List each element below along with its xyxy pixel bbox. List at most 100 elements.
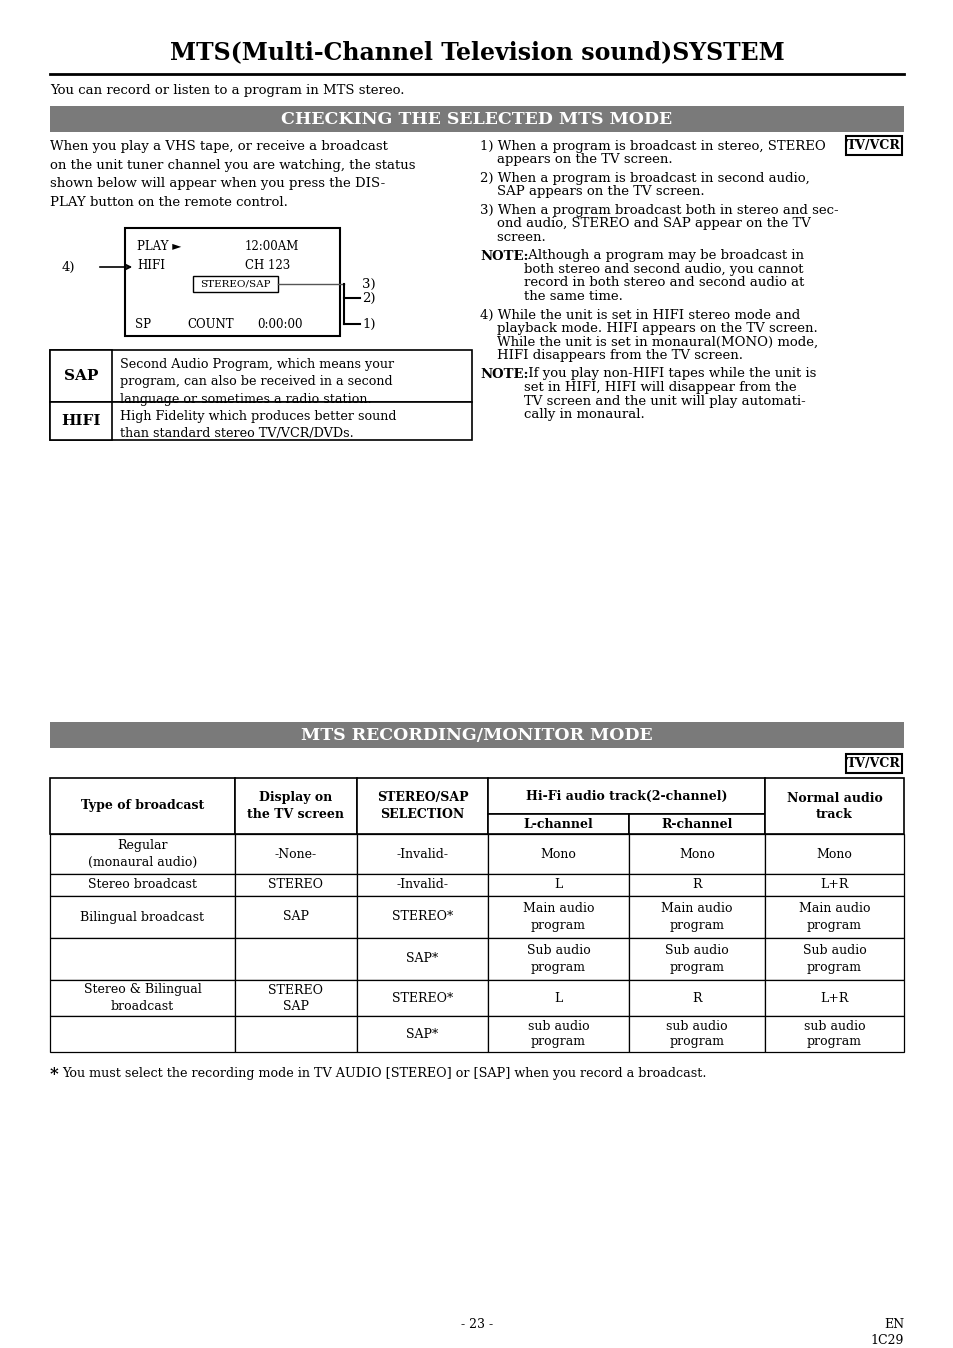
Text: Sub audio
program: Sub audio program (526, 945, 590, 973)
Bar (764, 874, 903, 896)
Text: Stereo broadcast: Stereo broadcast (88, 879, 196, 891)
Text: NOTE:: NOTE: (479, 249, 528, 263)
Bar (356, 834, 488, 874)
Bar (50, 896, 234, 938)
Text: L-channel: L-channel (523, 817, 593, 830)
Bar (764, 938, 903, 980)
Bar (628, 814, 764, 834)
Text: If you play non-HIFI tapes while the unit is: If you play non-HIFI tapes while the uni… (523, 368, 816, 380)
Text: ond audio, STEREO and SAP appear on the TV: ond audio, STEREO and SAP appear on the … (479, 217, 810, 231)
Bar (628, 938, 764, 980)
Text: MTS RECORDING/MONITOR MODE: MTS RECORDING/MONITOR MODE (301, 727, 652, 744)
Text: 0:00:00: 0:00:00 (256, 318, 302, 332)
Text: sub audio
program: sub audio program (527, 1019, 589, 1049)
Text: Normal audio
track: Normal audio track (786, 791, 882, 821)
Text: the same time.: the same time. (523, 290, 622, 303)
Text: 1): 1) (361, 318, 375, 330)
Text: -None-: -None- (274, 848, 316, 860)
Bar (488, 778, 764, 814)
Text: TV/VCR: TV/VCR (846, 758, 900, 770)
Bar (845, 754, 901, 772)
Text: record in both stereo and second audio at: record in both stereo and second audio a… (523, 276, 803, 290)
Bar (234, 874, 356, 896)
Bar (234, 938, 356, 980)
Text: Bilingual broadcast: Bilingual broadcast (80, 910, 204, 923)
Text: -Invalid-: -Invalid- (396, 879, 448, 891)
Bar (488, 874, 628, 896)
Bar (234, 778, 356, 834)
Bar (50, 778, 234, 834)
Text: playback mode. HIFI appears on the TV screen.: playback mode. HIFI appears on the TV sc… (479, 322, 817, 336)
Bar (628, 980, 764, 1016)
Text: 3): 3) (361, 278, 375, 291)
Bar (50, 834, 234, 874)
Text: Hi-Fi audio track(2-channel): Hi-Fi audio track(2-channel) (525, 790, 726, 802)
Text: 2) When a program is broadcast in second audio,: 2) When a program is broadcast in second… (479, 173, 809, 185)
Bar (50, 980, 234, 1016)
Bar (50, 402, 112, 439)
Bar (50, 350, 112, 402)
Text: STEREO*: STEREO* (392, 910, 453, 923)
Bar (764, 778, 903, 834)
Bar (764, 1016, 903, 1051)
Text: 12:00AM: 12:00AM (245, 240, 299, 253)
Bar (234, 980, 356, 1016)
Text: -Invalid-: -Invalid- (396, 848, 448, 860)
Bar (488, 834, 628, 874)
Text: While the unit is set in monaural(MONO) mode,: While the unit is set in monaural(MONO) … (479, 336, 818, 349)
Text: COUNT: COUNT (187, 318, 233, 332)
Text: L+R: L+R (820, 879, 848, 891)
Text: Main audio
program: Main audio program (798, 903, 869, 931)
Bar (488, 814, 628, 834)
Bar (50, 874, 234, 896)
Text: MTS(Multi-Channel Television sound)SYSTEM: MTS(Multi-Channel Television sound)SYSTE… (170, 40, 783, 63)
Text: EN
1C29: EN 1C29 (870, 1318, 903, 1347)
Text: You can record or listen to a program in MTS stereo.: You can record or listen to a program in… (50, 84, 404, 97)
Text: Second Audio Program, which means your
program, can also be received in a second: Second Audio Program, which means your p… (120, 359, 394, 406)
Bar (50, 402, 472, 439)
Text: Mono: Mono (816, 848, 852, 860)
Text: STEREO/SAP: STEREO/SAP (200, 279, 271, 288)
Text: 4) While the unit is set in HIFI stereo mode and: 4) While the unit is set in HIFI stereo … (479, 309, 800, 322)
Text: L+R: L+R (820, 992, 848, 1004)
Bar (628, 874, 764, 896)
Bar (628, 1016, 764, 1051)
Bar (193, 276, 277, 293)
Bar (488, 938, 628, 980)
Bar (234, 834, 356, 874)
Text: Type of broadcast: Type of broadcast (81, 799, 204, 813)
Text: both stereo and second audio, you cannot: both stereo and second audio, you cannot (523, 263, 802, 276)
Text: 3) When a program broadcast both in stereo and sec-: 3) When a program broadcast both in ster… (479, 204, 838, 217)
Text: Regular
(monaural audio): Regular (monaural audio) (88, 840, 197, 868)
Text: Stereo & Bilingual
broadcast: Stereo & Bilingual broadcast (84, 984, 201, 1012)
Bar (356, 1016, 488, 1051)
Bar (50, 1016, 234, 1051)
Bar (234, 896, 356, 938)
Text: R: R (692, 992, 701, 1004)
Bar (356, 896, 488, 938)
Text: screen.: screen. (479, 231, 545, 244)
Text: R: R (692, 879, 701, 891)
Bar (125, 228, 339, 336)
Text: Display on
the TV screen: Display on the TV screen (247, 791, 344, 821)
Text: L: L (554, 992, 562, 1004)
Bar (488, 980, 628, 1016)
Bar (628, 896, 764, 938)
Bar (50, 938, 234, 980)
Bar (764, 896, 903, 938)
Text: Sub audio
program: Sub audio program (664, 945, 728, 973)
Text: appears on the TV screen.: appears on the TV screen. (479, 154, 672, 167)
Bar (50, 723, 903, 748)
Text: SAP: SAP (283, 910, 309, 923)
Text: STEREO: STEREO (268, 879, 323, 891)
Text: SAP*: SAP* (406, 1027, 438, 1041)
Bar (50, 350, 472, 402)
Text: Main audio
program: Main audio program (522, 903, 594, 931)
Bar (50, 106, 903, 132)
Text: 2): 2) (361, 291, 375, 305)
Text: HIFI disappears from the TV screen.: HIFI disappears from the TV screen. (479, 349, 742, 363)
Text: *: * (50, 1066, 59, 1082)
Text: Mono: Mono (679, 848, 714, 860)
Bar (488, 1016, 628, 1051)
Text: TV/VCR: TV/VCR (846, 139, 900, 152)
